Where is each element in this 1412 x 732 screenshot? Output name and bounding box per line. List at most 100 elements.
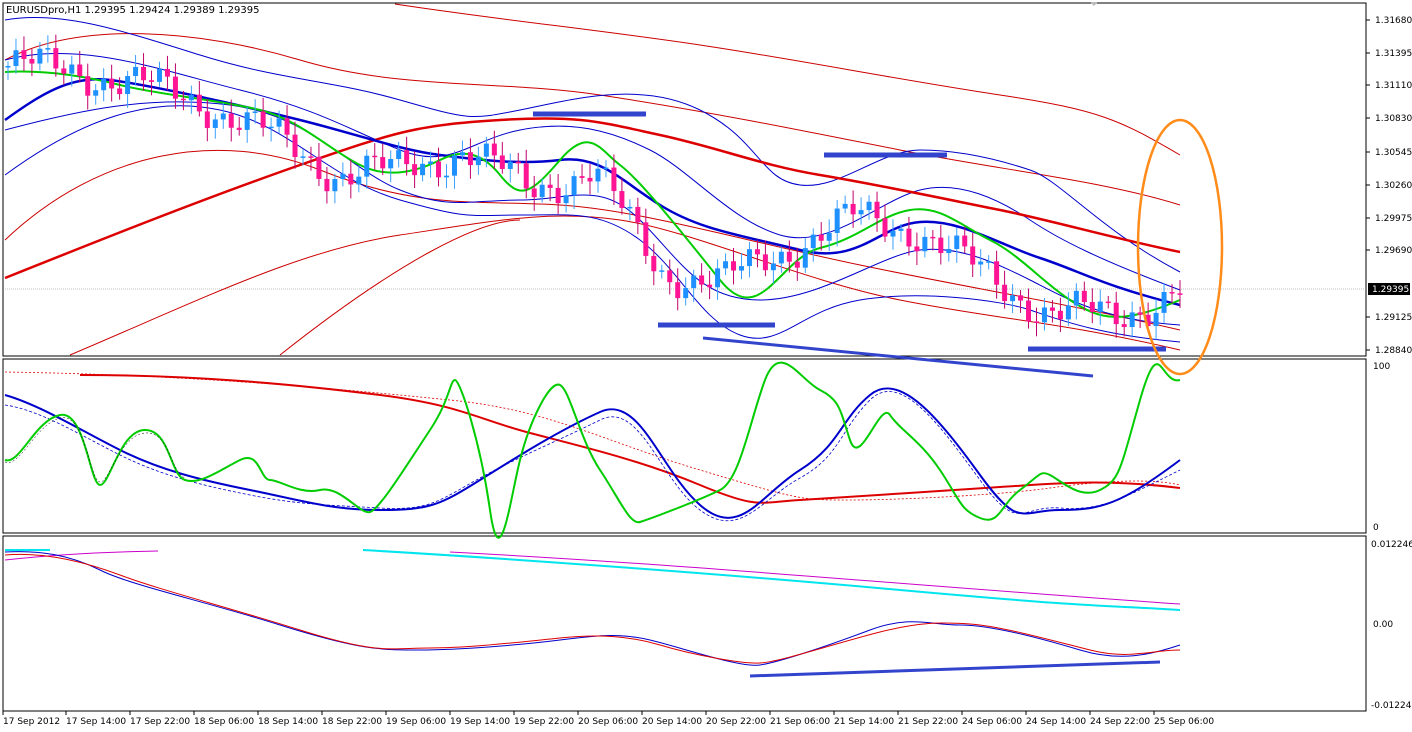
bull-candle (268, 126, 274, 129)
bear-candle (236, 127, 242, 130)
bear-candle (316, 156, 322, 179)
bear-candle (228, 113, 234, 128)
macd-axis-zero: 0.00 (1373, 620, 1393, 630)
bear-candle (164, 68, 170, 77)
price-annotations (533, 111, 1166, 378)
bull-candle (595, 168, 601, 182)
time-axis-label: 21 Sep 22:00 (898, 717, 958, 727)
bear-candle (547, 184, 553, 188)
price-axis-label: 1.29125 (1375, 313, 1412, 323)
stochastic-pane[interactable] (2, 358, 1367, 534)
candlesticks[interactable] (5, 34, 1183, 340)
bull-candle (451, 155, 457, 176)
bear-candle (1033, 321, 1039, 323)
bear-candle (1105, 301, 1111, 304)
bear-candle (611, 167, 617, 192)
red-envelope-lower-far (279, 219, 521, 356)
bull-candle (1010, 295, 1016, 302)
divergence-line-price (702, 336, 1094, 378)
stochastic-lines (4, 361, 1181, 539)
bull-candle (539, 184, 545, 198)
stoch-green-dashed (4, 417, 186, 483)
macd-pane[interactable] (2, 535, 1367, 712)
bear-candle (260, 111, 266, 128)
ma-mid-blue (4, 77, 1181, 307)
price-axis-label: 1.30830 (1375, 114, 1412, 124)
bull-candle (659, 270, 665, 272)
blue-band-outer-upper (4, 16, 1181, 273)
bull-candle (420, 163, 426, 176)
bear-candle (1081, 290, 1087, 303)
bull-candle (571, 176, 577, 196)
bear-candle (149, 80, 155, 82)
price-pane[interactable] (2, 2, 1367, 357)
time-axis-label: 18 Sep 22:00 (322, 717, 382, 727)
bear-candle (53, 48, 59, 69)
time-axis: 17 Sep 2012 17 Sep 14:00 17 Sep 22:00 18 Se… (2, 711, 1214, 727)
bull-candle (93, 90, 99, 96)
bull-candle (858, 210, 864, 215)
bear-candle (850, 203, 856, 215)
bear-candle (467, 152, 473, 166)
bull-candle (212, 119, 218, 128)
bull-candle (810, 234, 816, 249)
bear-candle (938, 237, 944, 254)
bear-candle (523, 163, 529, 189)
bull-candle (252, 111, 258, 113)
macd-magenta-left (4, 550, 159, 561)
bull-candle (603, 167, 609, 170)
bear-candle (1145, 314, 1151, 327)
bear-candle (906, 228, 912, 247)
bear-candle (204, 111, 210, 128)
bear-candle (555, 187, 561, 204)
bull-candle (300, 156, 306, 158)
bear-candle (794, 261, 800, 268)
time-axis-label: 24 Sep 14:00 (1026, 717, 1086, 727)
time-axis-label: 19 Sep 22:00 (514, 717, 574, 727)
bear-candle (141, 66, 147, 81)
symbol-header: EURUSDpro,H1 1.29395 1.29424 1.29389 1.2… (6, 5, 260, 16)
bull-candle (428, 161, 434, 164)
bull-candle (842, 203, 848, 209)
bear-candle (874, 201, 880, 219)
bear-candle (1177, 293, 1183, 295)
bear-candle (404, 150, 410, 165)
bull-candle (332, 179, 338, 192)
bear-candle (754, 249, 760, 255)
bear-candle (499, 155, 505, 169)
bull-candle (723, 261, 729, 269)
bull-candle (738, 266, 744, 271)
bear-candle (643, 222, 649, 256)
bear-candle (324, 178, 330, 192)
time-axis-label: 18 Sep 06:00 (194, 717, 254, 727)
bear-candle (1002, 284, 1008, 302)
price-axis-label: 1.30545 (1375, 148, 1412, 158)
stoch-green (4, 361, 1181, 539)
macd-red (4, 553, 1181, 664)
bull-candle (69, 64, 75, 74)
bull-candle (1097, 301, 1103, 312)
bear-candle (675, 282, 681, 299)
bear-candle (1018, 295, 1024, 301)
bear-candle (818, 234, 824, 241)
bull-candle (1161, 291, 1167, 313)
bear-candle (914, 246, 920, 252)
red-envelope-upper-outer (394, 3, 1181, 156)
bull-candle (866, 201, 872, 211)
bear-candle (348, 173, 354, 185)
price-axis-label: 1.29975 (1375, 214, 1412, 224)
macd-axis-top: 0.012246 (1371, 540, 1412, 550)
macd-axis-bottom: -0.01224 (1371, 701, 1412, 711)
bear-candle (77, 64, 83, 77)
bull-candle (746, 249, 752, 267)
bull-candle (922, 236, 928, 252)
price-axis-label: 1.31680 (1375, 16, 1412, 26)
bear-candle (882, 218, 888, 237)
bear-candle (786, 251, 792, 262)
time-axis-label: 21 Sep 06:00 (770, 717, 830, 727)
bull-candle (954, 235, 960, 249)
scroll-marker-icon (1090, 2, 1098, 6)
bear-candle (962, 235, 968, 247)
price-axis: 1.31680 1.31395 1.31110 1.30830 1.30545 1.302… (1366, 16, 1412, 356)
